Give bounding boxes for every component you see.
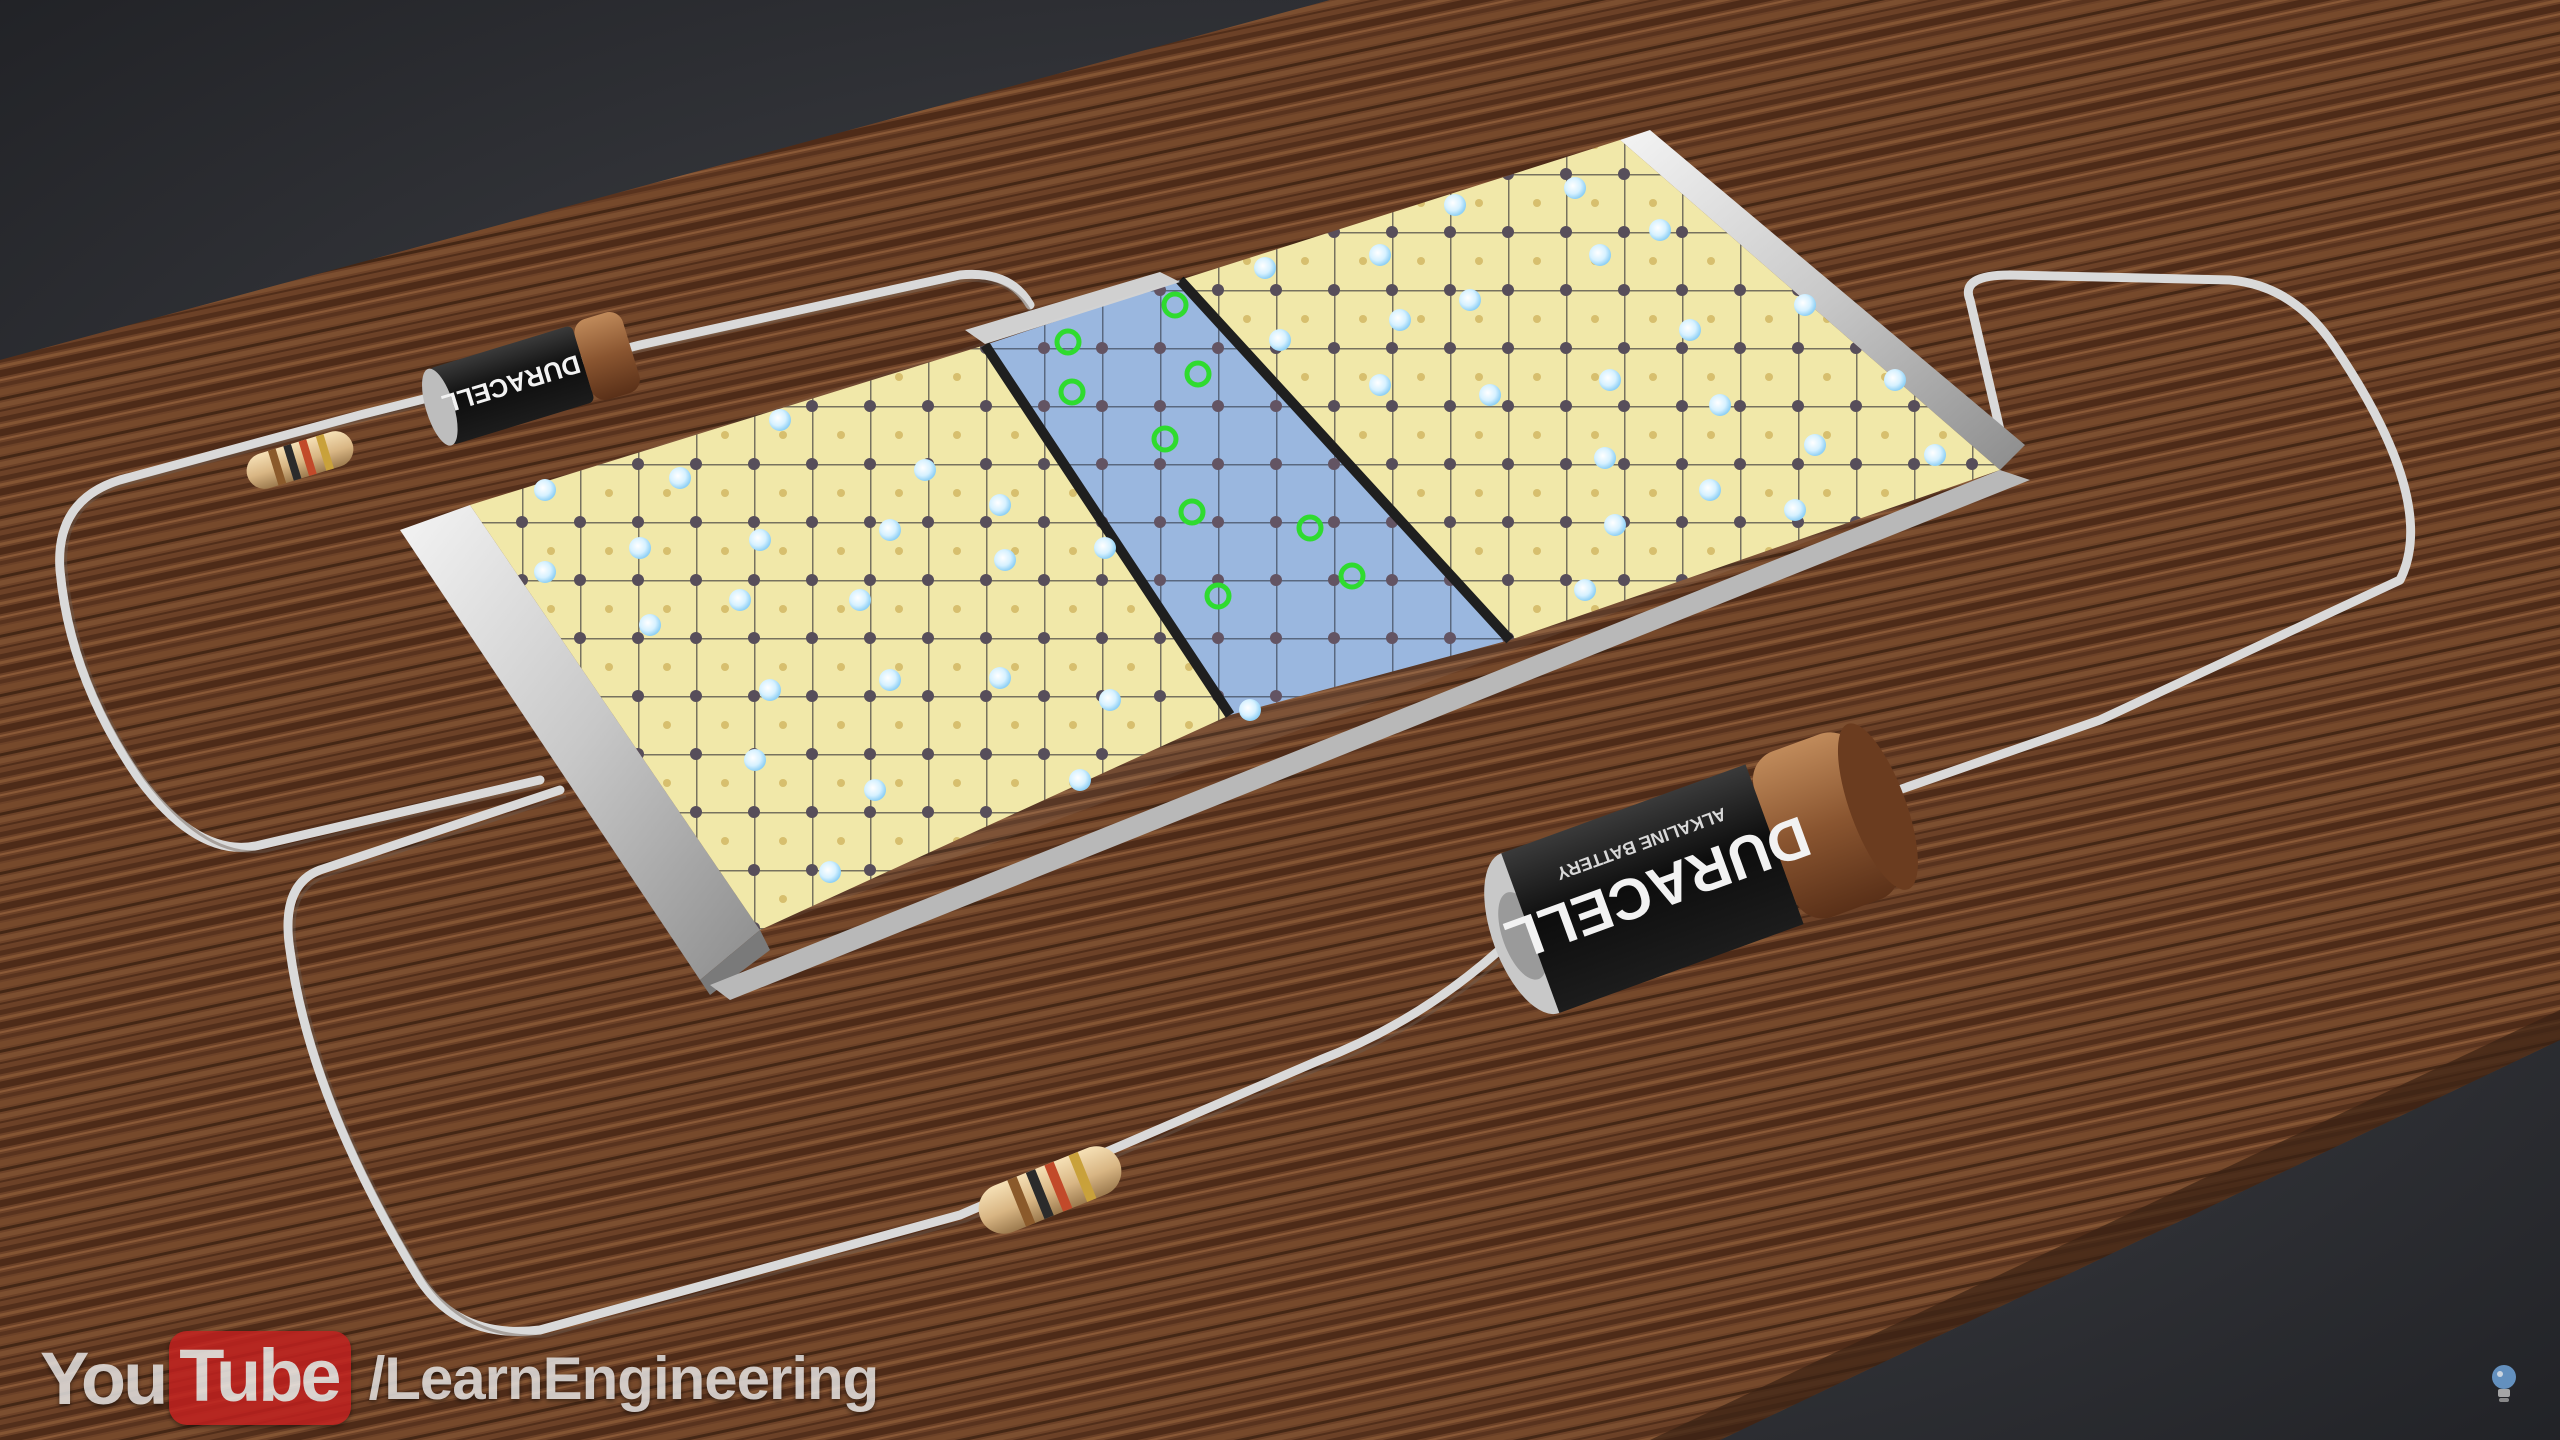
right-terminal-plate [1620,130,2025,470]
resistor-lower [978,1146,1122,1234]
junction-line-right [1176,276,1514,644]
bulb-logo-icon[interactable] [2486,1362,2522,1406]
watermark-you: You [40,1336,168,1420]
holes [1054,291,1366,610]
wire-shadow [64,278,1558,1338]
n-region-left [470,345,1230,930]
junction-line-left [980,342,1235,718]
youtube-watermark: You Tube /LearnEngineering [40,1330,880,1426]
watermark-channel: /LearnEngineering [368,1344,880,1412]
battery-lower: DURACELL ALKALINE BATTERY [1484,723,1918,1015]
battery-upper: DURACELL [422,312,640,446]
left-terminal-plate [400,505,760,980]
base-terminal-plate [965,272,1180,344]
semiconductor-device [400,130,2030,1000]
resistor-upper [246,431,354,489]
watermark-tube: Tube [169,1331,351,1425]
free-electrons [534,177,1946,883]
p-region [985,280,1510,715]
